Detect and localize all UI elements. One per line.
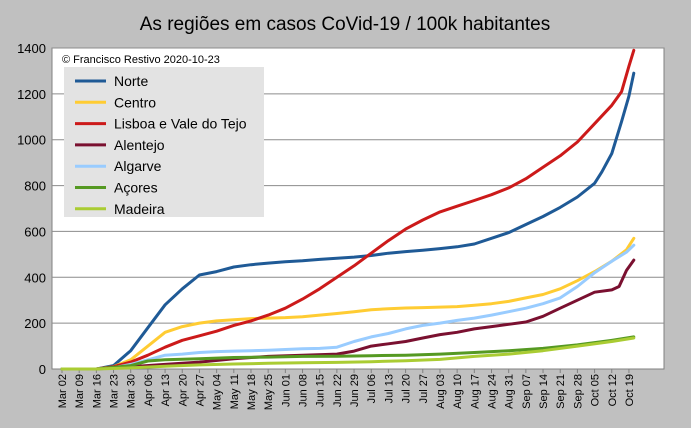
y-tick-label: 600 — [24, 224, 46, 239]
series-line-2 — [60, 236, 636, 371]
legend-label: Norte — [114, 73, 148, 89]
legend: Norte Centro Lisboa e Vale do Tejo Alentejo… — [75, 73, 247, 217]
x-tick-label: Apr 06 — [143, 374, 155, 406]
legend-box — [64, 67, 264, 217]
y-tick-label: 1200 — [17, 87, 46, 102]
x-tick-label: May 11 — [229, 374, 241, 409]
series-line-7 — [60, 336, 636, 371]
series-line-3 — [60, 48, 636, 371]
x-tick-label: Sep 28 — [572, 374, 584, 409]
x-tick-label: Oct 12 — [607, 374, 619, 406]
x-tick-label: Aug 10 — [452, 374, 464, 409]
series-line-4 — [60, 258, 636, 371]
y-tick-label: 1400 — [17, 41, 46, 56]
y-tick-label: 1000 — [17, 133, 46, 148]
y-tick-label: 800 — [24, 179, 46, 194]
x-tick-label: Aug 03 — [435, 374, 447, 409]
y-tick-label: 0 — [39, 362, 46, 377]
x-tick-label: Jun 29 — [349, 374, 361, 407]
x-tick-label: Jun 15 — [315, 374, 327, 407]
y-tick-label: 200 — [24, 316, 46, 331]
x-tick-label: Sep 14 — [538, 374, 550, 409]
x-tick-label: Aug 31 — [504, 374, 516, 409]
legend-label: Açores — [114, 180, 158, 196]
y-axis: 0 200 400 600 800 1000 1200 1400 — [17, 41, 46, 377]
x-tick-label: Jul 06 — [366, 374, 378, 403]
x-tick-label: Jul 20 — [401, 374, 413, 403]
x-tick-label: May 25 — [263, 374, 275, 410]
x-tick-label: Mar 02 — [57, 374, 69, 408]
legend-label: Alentejo — [114, 137, 165, 153]
x-tick-label: Mar 30 — [126, 374, 138, 408]
x-tick-label: Apr 27 — [194, 374, 206, 406]
x-tick-label: Mar 16 — [91, 374, 103, 408]
x-tick-label: May 04 — [212, 374, 224, 410]
legend-label: Centro — [114, 94, 156, 110]
y-tick-label: 400 — [24, 270, 46, 285]
x-tick-label: Jun 22 — [332, 374, 344, 407]
copyright-annotation: © Francisco Restivo 2020-10-23 — [62, 54, 220, 66]
x-tick-label: May 18 — [246, 374, 258, 410]
x-tick-label: Mar 23 — [109, 374, 121, 408]
x-tick-label: Jul 27 — [418, 374, 430, 403]
x-tick-label: Aug 17 — [469, 374, 481, 409]
x-tick-label: Jun 08 — [298, 374, 310, 407]
series-line-5 — [60, 243, 636, 371]
x-tick-label: Oct 05 — [590, 374, 602, 406]
x-tick-label: Aug 24 — [487, 374, 499, 409]
chart-title: As regiões em casos CoVid-19 / 100k habi… — [140, 14, 551, 35]
x-tick-label: Apr 13 — [160, 374, 172, 406]
x-tick-label: Apr 20 — [177, 374, 189, 406]
series-line-6 — [60, 335, 636, 371]
x-tick-label: Jul 13 — [383, 374, 395, 403]
series-line-1 — [60, 71, 636, 371]
legend-label: Madeira — [114, 201, 165, 217]
series-layer — [60, 48, 636, 371]
legend-label: Algarve — [114, 158, 162, 174]
x-tick-label: Jun 01 — [280, 374, 292, 407]
x-tick-label: Mar 09 — [74, 374, 86, 408]
x-tick-label: Oct 19 — [624, 374, 636, 406]
x-axis: Mar 02 Mar 09 Mar 16 Mar 23 Mar 30 Apr 06 Apr … — [52, 368, 664, 410]
x-tick-label: Sep 21 — [555, 374, 567, 409]
legend-label: Lisboa e Vale do Tejo — [114, 116, 247, 132]
x-tick-label: Sep 07 — [521, 374, 533, 409]
